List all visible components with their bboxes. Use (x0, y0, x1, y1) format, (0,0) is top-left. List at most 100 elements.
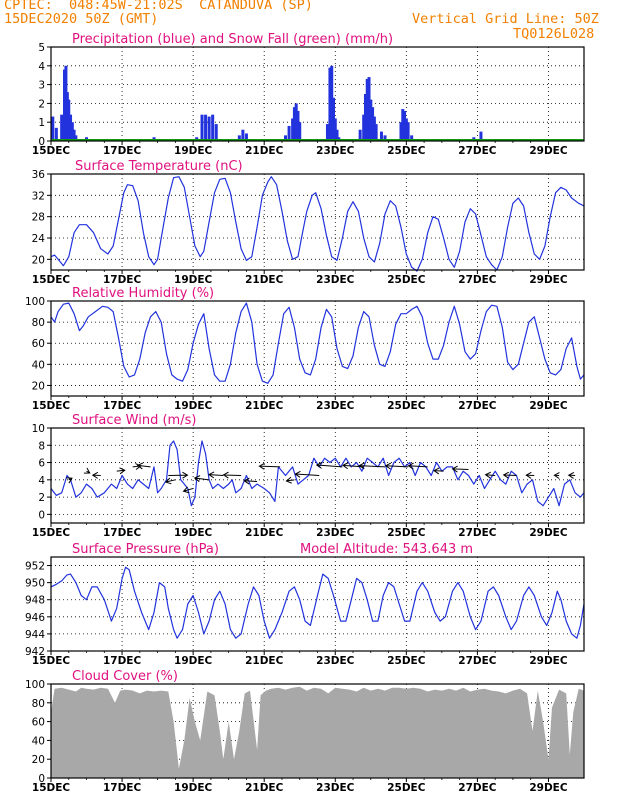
precip-bar (298, 122, 302, 141)
panel-precip (47, 46, 585, 145)
precip-bar (70, 122, 74, 141)
cloud-area (51, 686, 584, 778)
y-tick-label: 6 (38, 458, 45, 470)
precip-bar (244, 133, 248, 141)
y-tick-label: 80 (32, 317, 45, 329)
x-tick-label: 23DEC (316, 782, 355, 794)
wind-arrow (168, 471, 189, 479)
x-tick-label: 19DEC (174, 527, 213, 539)
y-tick-label: 944 (25, 629, 45, 641)
panel-title: Surface Temperature (nC) (75, 159, 243, 174)
wind-arrow (553, 472, 560, 479)
y-tick-label: 1 (38, 117, 45, 129)
y-tick-label: 28 (32, 212, 45, 224)
wind-arrow (83, 467, 91, 474)
x-tick-label: 19DEC (174, 400, 213, 412)
x-tick-label: 15DEC (32, 400, 71, 412)
x-tick-label: 23DEC (316, 145, 355, 157)
precip-bar (67, 99, 71, 141)
x-tick-label: 19DEC (174, 274, 213, 286)
x-tick-label: 17DEC (103, 527, 142, 539)
x-tick-label: 27DEC (458, 274, 497, 286)
precip-bar (237, 135, 241, 141)
y-tick-label: 40 (32, 359, 45, 371)
temp-line (50, 176, 585, 272)
wind-arrow (243, 477, 258, 485)
x-tick-label: 17DEC (103, 400, 142, 412)
panel-title: Cloud Cover (%) (72, 669, 178, 684)
y-tick-label: 60 (32, 717, 45, 729)
precip-bar (291, 118, 295, 141)
precip-bar (211, 114, 215, 141)
station-header: CPTEC: 048:45W-21:02S CATANDUVA (SP) (4, 0, 313, 13)
x-tick-label: 15DEC (32, 145, 71, 157)
y-tick-label: 948 (25, 595, 45, 607)
precip-bar (371, 107, 375, 141)
precip-bar (401, 109, 405, 141)
x-tick-label: 23DEC (316, 274, 355, 286)
precip-bar (296, 110, 300, 141)
y-tick-label: 946 (25, 612, 45, 624)
panel-title: Relative Humidity (%) (72, 286, 214, 301)
x-tick-label: 19DEC (174, 655, 213, 667)
wind-arrow (358, 462, 386, 470)
wind-arrow (258, 462, 281, 470)
precip-bar (331, 97, 335, 141)
x-tick-label: 21DEC (245, 400, 284, 412)
precip-bar (74, 135, 78, 141)
precip-bar (372, 116, 376, 141)
wind-line (50, 440, 585, 507)
y-tick-label: 20 (32, 754, 45, 766)
x-tick-label: 15DEC (32, 655, 71, 667)
panel-title: Precipitation (blue) and Snow Fall (gree… (72, 32, 393, 47)
precip-bar (284, 135, 288, 141)
precip-bar (374, 124, 378, 141)
x-tick-label: 21DEC (245, 145, 284, 157)
precip-bar (335, 129, 339, 141)
precip-bar (241, 129, 245, 141)
precip-bar (325, 124, 329, 141)
y-tick-label: 36 (32, 169, 46, 181)
wind-arrow (222, 471, 242, 479)
y-tick-label: 20 (32, 254, 45, 266)
precip-bar (54, 127, 58, 141)
run-date: 15DEC2020 50Z (GMT) (4, 11, 159, 27)
x-tick-label: 23DEC (316, 527, 355, 539)
precip-bar (330, 65, 334, 141)
wind-arrow (164, 477, 176, 485)
precip-bar (200, 114, 204, 141)
precip-bar (60, 114, 64, 141)
x-tick-label: 29DEC (529, 782, 568, 794)
y-tick-label: 0 (38, 509, 45, 521)
x-tick-label: 21DEC (245, 527, 284, 539)
precip-bar (214, 124, 218, 141)
wind-arrow (451, 465, 469, 473)
y-tick-label: 60 (32, 338, 45, 350)
x-tick-label: 29DEC (529, 527, 568, 539)
y-tick-label: 80 (32, 698, 45, 710)
model-code: TQ0126L028 (513, 26, 595, 42)
precip-bar (410, 135, 414, 141)
panel-wind (47, 427, 585, 527)
y-tick-label: 942 (25, 646, 45, 658)
x-tick-label: 29DEC (529, 400, 568, 412)
wind-arrow (207, 471, 224, 479)
panel-title: Surface Pressure (hPa) (72, 542, 219, 557)
model-altitude: Model Altitude: 543.643 m (300, 542, 473, 557)
y-tick-label: 950 (25, 578, 45, 590)
y-tick-label: 3 (38, 80, 45, 92)
precip-bar (403, 110, 407, 141)
x-tick-label: 21DEC (245, 782, 284, 794)
press-line (50, 566, 585, 639)
y-tick-label: 100 (25, 296, 45, 308)
y-tick-label: 100 (25, 679, 45, 691)
y-tick-label: 20 (32, 380, 45, 392)
precip-bar (287, 125, 291, 141)
x-tick-label: 23DEC (316, 655, 355, 667)
x-tick-label: 15DEC (32, 782, 71, 794)
y-tick-label: 2 (38, 98, 45, 110)
x-tick-label: 17DEC (103, 782, 142, 794)
x-tick-label: 25DEC (387, 274, 426, 286)
precip-bar (328, 67, 332, 141)
